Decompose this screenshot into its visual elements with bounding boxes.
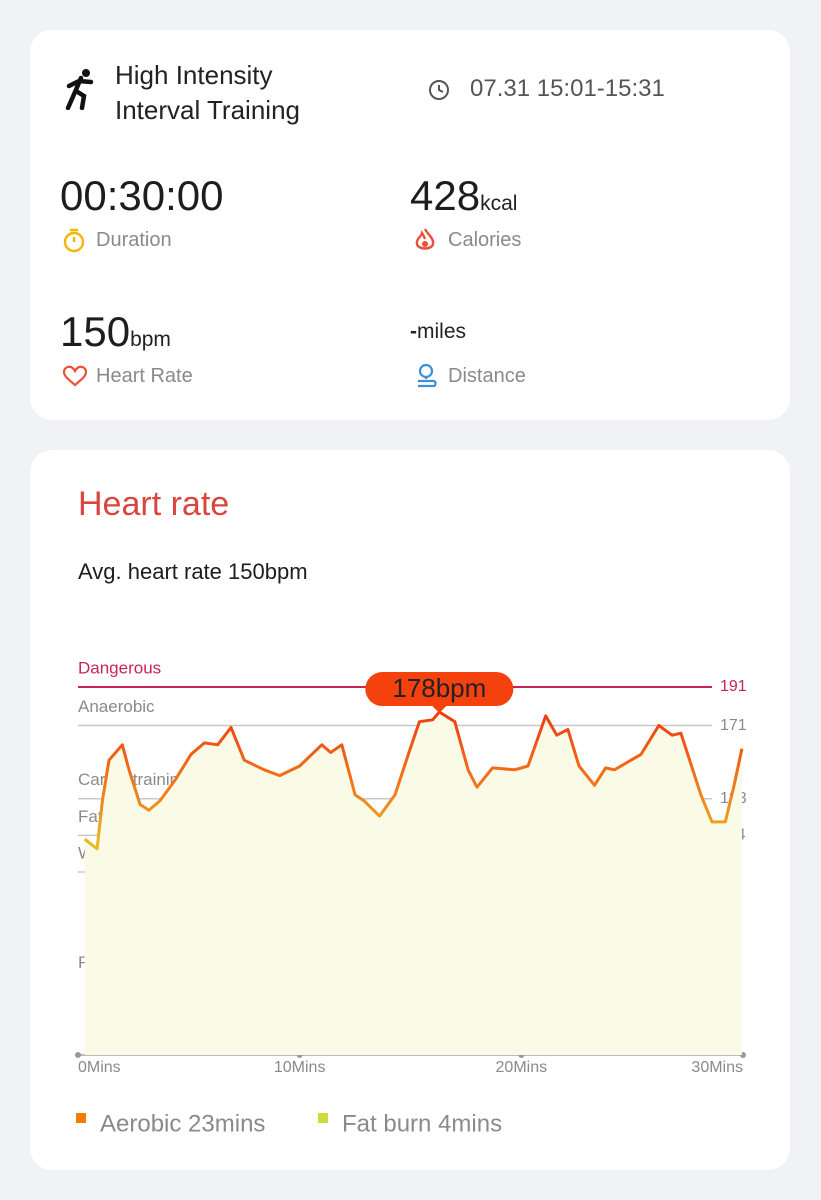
workout-title: High Intensity Interval Training [115, 60, 300, 125]
metric-value: 150bpm [60, 308, 171, 356]
chart-subtitle: Avg. heart rate 150bpm [78, 559, 308, 584]
legend-label: Fat burn 4mins [342, 1110, 502, 1137]
metric-value: -miles [410, 320, 466, 344]
legend-swatch [76, 1113, 86, 1123]
legend-label: Aerobic 23mins [100, 1110, 265, 1137]
workout-time: 07.31 15:01-15:31 [470, 75, 665, 102]
chart-title: Heart rate [78, 485, 229, 523]
area [84, 712, 742, 1055]
x-tick [75, 1052, 81, 1058]
calories-icon [415, 228, 435, 250]
distance-icon [418, 363, 437, 388]
metric-value: 00:30:00 [60, 172, 224, 220]
x-tick-label: 10Mins [274, 1059, 326, 1076]
y-tick-label: 171 [720, 717, 747, 734]
annotation-pointer [431, 705, 448, 714]
metric-value: 428kcal [410, 172, 517, 220]
value: - [410, 320, 417, 343]
unit: kcal [480, 192, 518, 215]
x-tick-label: 20Mins [496, 1059, 548, 1076]
metric-label: Distance [448, 365, 526, 387]
x-tick-label: 0Mins [78, 1059, 121, 1076]
heart-rate-line [83, 710, 744, 851]
duration-icon [63, 228, 85, 253]
clock-icon [429, 80, 449, 100]
value: 00:30:00 [60, 172, 224, 219]
value: 428 [410, 172, 481, 219]
workout-icon [65, 69, 94, 110]
unit: miles [417, 320, 467, 343]
unit: bpm [130, 328, 171, 351]
heart-icon [62, 365, 88, 387]
metric-label: Calories [448, 229, 522, 251]
zone-label: Anaerobic [78, 697, 155, 716]
y-tick-label: 191 [720, 678, 747, 695]
annotation-bubble [365, 672, 514, 707]
metric-label: Heart Rate [96, 365, 193, 387]
value: 150 [60, 308, 131, 355]
legend-swatch [318, 1113, 328, 1123]
annotation: 178bpm [392, 673, 486, 703]
metric-label: Duration [96, 229, 172, 251]
zone-label: Dangerous [78, 658, 161, 677]
x-tick-label: 30Mins [691, 1059, 743, 1076]
summary-card: High Intensity Interval Training 07.31 1… [30, 30, 790, 420]
